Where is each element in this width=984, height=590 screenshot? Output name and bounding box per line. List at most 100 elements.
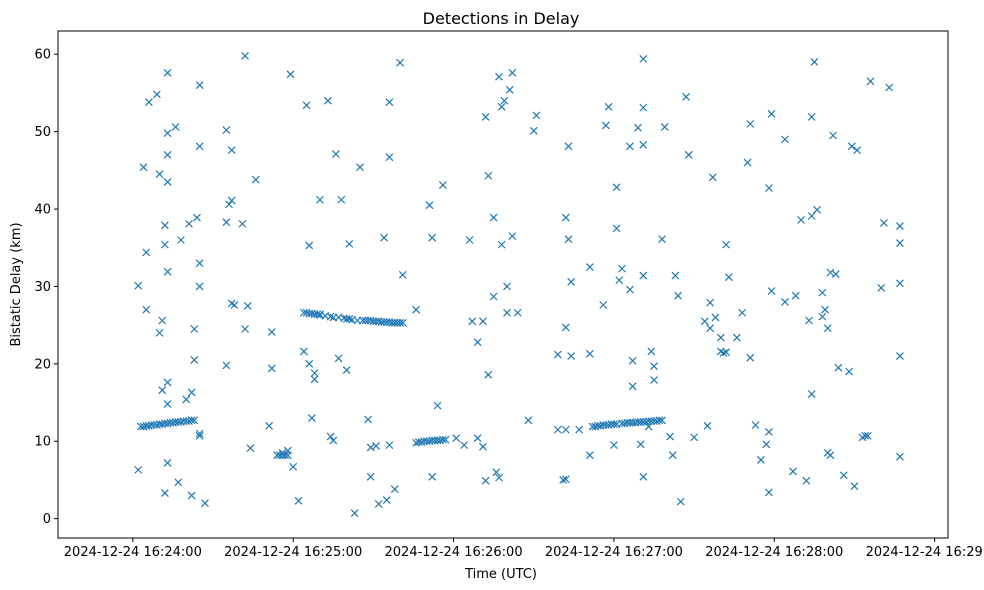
data-point-x-marker [497, 240, 506, 249]
data-point-x-marker [329, 436, 338, 445]
axis-ticks: 2024-12-24 16:24:00 2024-12-24 16:25:00 20… [34, 48, 984, 560]
data-point-x-marker [564, 142, 573, 151]
data-point-x-marker [187, 416, 196, 425]
data-point-x-marker [879, 219, 888, 227]
data-point-x-marker [524, 416, 533, 425]
data-point-x-marker [615, 276, 624, 285]
data-point-x-marker [612, 224, 621, 233]
data-point-x-marker [385, 98, 394, 107]
data-point-x-marker [495, 72, 503, 81]
y-tick-label: 50 [34, 125, 51, 140]
data-point-x-marker [398, 270, 407, 279]
data-point-x-marker [861, 431, 870, 440]
data-point-x-marker [398, 318, 407, 327]
data-point-x-marker [158, 316, 167, 325]
y-tick-label: 30 [34, 280, 51, 295]
data-point-x-marker [612, 183, 621, 192]
data-point-x-marker [561, 475, 570, 484]
data-point-x-marker [508, 232, 517, 241]
data-point-x-marker [722, 348, 731, 357]
data-point-x-marker [163, 378, 172, 387]
data-point-x-marker [412, 305, 421, 314]
data-point-x-marker [658, 416, 666, 425]
data-point-x-marker [561, 213, 570, 222]
data-point-x-marker [479, 317, 487, 326]
data-point-x-marker [823, 324, 832, 333]
data-point-x-marker [195, 431, 204, 440]
data-point-x-marker [684, 150, 693, 159]
data-point-x-marker [839, 471, 848, 480]
data-point-x-marker [171, 123, 180, 131]
x-tick-label: 2024-12-24 16:26:00 [385, 545, 523, 560]
data-point-x-marker [396, 58, 405, 67]
data-point-x-marker [885, 83, 894, 92]
data-point-x-marker [639, 103, 648, 112]
data-point-x-marker [222, 126, 231, 135]
data-point-x-marker [599, 301, 608, 309]
data-point-x-marker [251, 175, 260, 184]
data-point-x-marker [575, 425, 584, 434]
data-point-x-marker [668, 451, 677, 460]
y-tick-label: 20 [34, 357, 51, 372]
data-point-x-marker [342, 366, 351, 374]
y-tick-label: 10 [34, 435, 51, 450]
data-point-x-marker [227, 146, 236, 155]
data-point-x-marker [802, 476, 811, 485]
data-point-x-marker [895, 222, 904, 230]
data-point-x-marker [438, 181, 447, 189]
data-point-x-marker [807, 112, 816, 121]
data-point-x-marker [639, 472, 648, 481]
y-tick-label: 60 [34, 48, 51, 63]
data-point-x-marker [767, 109, 776, 118]
data-point-x-marker [719, 349, 728, 357]
data-point-x-marker [468, 317, 477, 326]
x-tick-label: 2024-12-24 16:28:00 [705, 545, 843, 560]
data-point-x-marker [585, 451, 594, 460]
data-point-x-marker [895, 279, 904, 288]
data-point-x-marker [382, 496, 391, 504]
data-point-x-marker [863, 431, 872, 440]
data-point-x-marker [895, 352, 904, 361]
data-point-x-marker [315, 195, 324, 204]
data-point-x-marker [193, 213, 201, 222]
data-point-x-marker [155, 328, 164, 337]
data-point-x-marker [746, 353, 755, 362]
data-point-x-marker [356, 163, 364, 172]
x-tick-label: 2024-12-24 16:27:00 [545, 545, 683, 560]
data-point-x-marker [636, 440, 645, 449]
data-point-x-marker [847, 142, 856, 151]
data-point-x-marker [163, 150, 172, 159]
data-point-x-marker [294, 496, 303, 505]
data-point-x-marker [708, 173, 717, 182]
data-point-x-marker [553, 350, 562, 359]
data-point-x-marker [158, 386, 167, 395]
data-point-x-marker [674, 291, 682, 300]
data-point-x-marker [666, 432, 674, 441]
x-axis-title: Time (UTC) [464, 567, 537, 582]
data-point-x-marker [326, 432, 335, 441]
data-point-x-marker [144, 98, 153, 107]
data-point-x-marker [765, 184, 773, 193]
data-point-x-marker [529, 126, 538, 135]
data-point-x-marker [195, 81, 204, 90]
data-point-x-marker [513, 308, 522, 317]
data-point-x-marker [350, 509, 359, 518]
data-point-x-marker [810, 58, 819, 66]
data-point-x-marker [345, 315, 354, 323]
data-point-x-marker [425, 201, 434, 210]
data-point-x-marker [182, 395, 191, 404]
data-point-x-marker [241, 51, 250, 60]
data-point-x-marker [227, 196, 236, 205]
data-point-x-marker [658, 235, 666, 244]
data-point-x-marker [492, 468, 501, 477]
data-point-x-marker [553, 425, 562, 434]
data-point-x-marker [650, 376, 658, 385]
data-point-x-marker [190, 325, 199, 333]
data-point-x-marker [305, 241, 314, 250]
data-point-x-marker [762, 440, 771, 449]
data-point-x-marker [561, 323, 570, 332]
data-point-x-marker [195, 282, 204, 291]
data-point-x-marker [243, 301, 252, 310]
data-point-x-marker [765, 428, 773, 436]
data-point-x-marker [895, 239, 904, 248]
